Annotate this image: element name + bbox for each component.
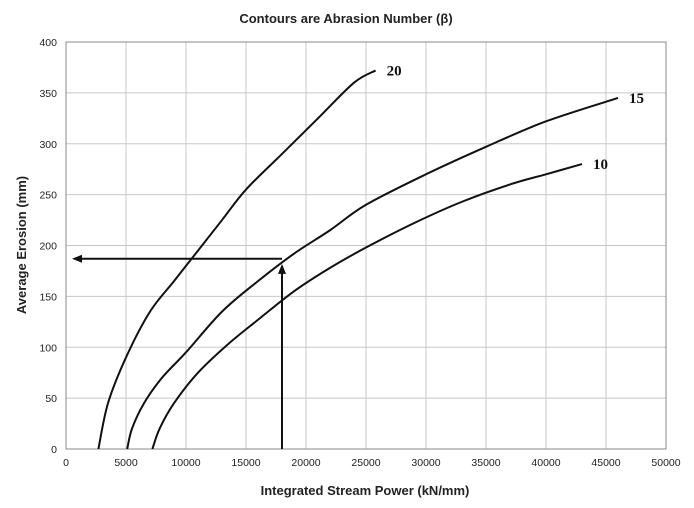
- x-tick-label: 0: [63, 457, 69, 469]
- y-tick-label: 50: [45, 393, 57, 405]
- contour-label-10: 10: [593, 157, 608, 173]
- contour-labels: 20 15 10: [387, 63, 644, 173]
- y-axis-ticks: 0 50 100 150 200 250 300 350 400: [39, 37, 57, 456]
- grid-lines: [65, 41, 667, 450]
- x-tick-label: 30000: [411, 457, 440, 469]
- y-tick-label: 350: [39, 88, 57, 100]
- contour-label-15: 15: [629, 91, 644, 107]
- chart-title: Contours are Abrasion Number (β): [239, 11, 452, 26]
- x-tick-label: 10000: [171, 457, 200, 469]
- reading-arrows: [72, 254, 286, 449]
- contour-curves: [97, 69, 619, 450]
- contour-line-20: [97, 69, 377, 450]
- y-tick-label: 0: [51, 444, 57, 456]
- y-tick-label: 200: [39, 241, 57, 253]
- y-tick-label: 150: [39, 291, 57, 303]
- x-tick-label: 45000: [591, 457, 620, 469]
- plot-area-border: [65, 41, 667, 450]
- x-tick-label: 20000: [291, 457, 320, 469]
- x-tick-label: 40000: [531, 457, 560, 469]
- contour-line-15: [126, 97, 619, 450]
- contour-line-10: [151, 163, 583, 450]
- y-tick-label: 250: [39, 190, 57, 202]
- x-tick-label: 35000: [471, 457, 500, 469]
- y-axis-label: Average Erosion (mm): [14, 176, 29, 314]
- x-tick-label: 15000: [231, 457, 260, 469]
- y-tick-label: 400: [39, 37, 57, 49]
- y-tick-label: 300: [39, 139, 57, 151]
- x-tick-label: 50000: [651, 457, 680, 469]
- contour-label-20: 20: [387, 63, 402, 79]
- x-tick-label: 5000: [114, 457, 138, 469]
- y-tick-label: 100: [39, 342, 57, 354]
- x-axis-label: Integrated Stream Power (kN/mm): [261, 483, 470, 498]
- x-tick-label: 25000: [351, 457, 380, 469]
- horizontal-arrow-head: [72, 254, 82, 263]
- vertical-arrow-head: [278, 263, 286, 274]
- x-axis-ticks: 0 5000 10000 15000 20000 25000 30000 35000 40000…: [63, 457, 681, 469]
